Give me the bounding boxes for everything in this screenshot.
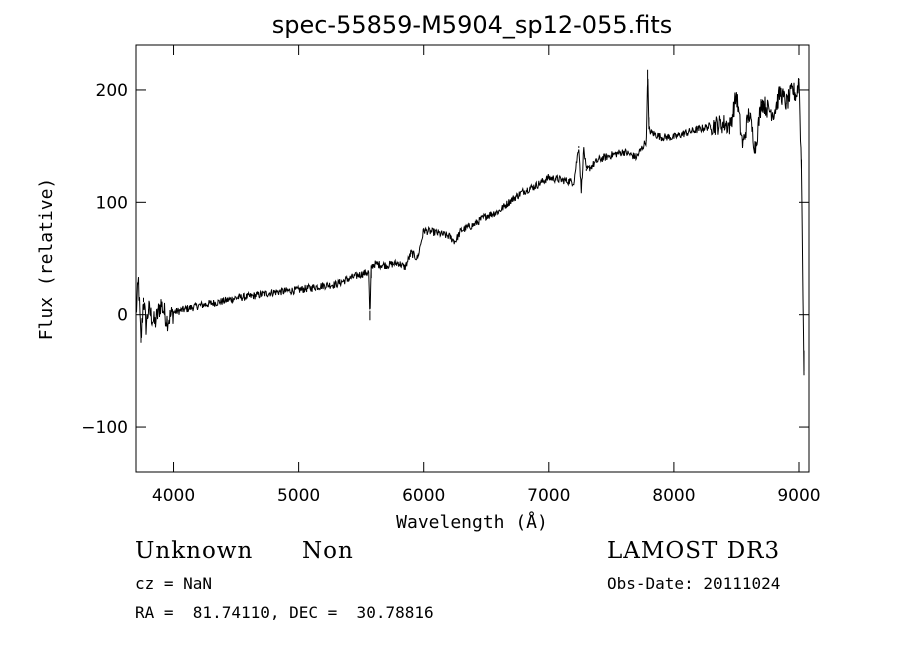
y-tick-label-3: 200: [96, 81, 128, 101]
chart-title: spec-55859-M5904_sp12-055.fits: [272, 11, 673, 39]
coordinates-label: RA = 81.74110, DEC = 30.78816: [135, 603, 434, 622]
plot-frame: [135, 44, 810, 473]
y-tick-label-0: −100: [81, 418, 128, 438]
spectrum-line: [135, 69, 805, 376]
x-tick-label-3: 7000: [527, 486, 570, 506]
object-class: Unknown: [135, 538, 254, 564]
y-tick-label-1: 0: [117, 306, 128, 326]
x-tick-label-5: 9000: [777, 486, 820, 506]
obs-date-label: Obs-Date: 20111024: [607, 574, 781, 593]
x-tick-label-2: 6000: [402, 486, 445, 506]
x-axis-ticks: 4000 5000 6000 7000 8000 9000: [152, 45, 821, 506]
object-subclass: Non: [302, 538, 354, 564]
redshift-label: cz = NaN: [135, 574, 213, 593]
y-axis-ticks: −100 0 100 200: [81, 81, 809, 438]
y-axis-label: Flux (relative): [36, 178, 57, 341]
x-tick-label-0: 4000: [152, 486, 195, 506]
x-tick-label-4: 8000: [652, 486, 695, 506]
x-axis-label: Wavelength (Å): [396, 511, 548, 533]
x-tick-label-1: 5000: [277, 486, 320, 506]
y-tick-label-2: 100: [96, 193, 128, 213]
survey-label: LAMOST DR3: [607, 538, 781, 564]
